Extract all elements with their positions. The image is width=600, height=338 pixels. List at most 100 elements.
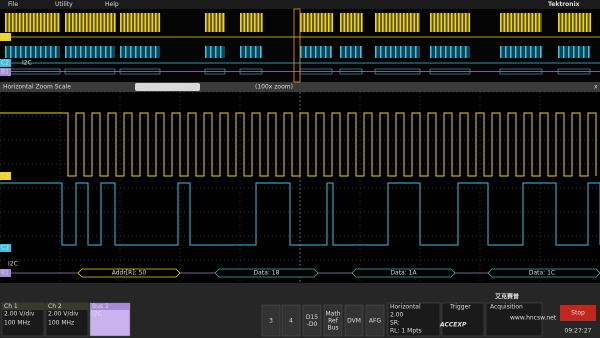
overview-ch2-edge [215, 46, 217, 58]
overview-ch2-edge [350, 46, 352, 58]
overview-ch1-edge [141, 13, 143, 32]
zoom-scale[interactable]: 20.0 µs/div [151, 84, 185, 91]
overview-ch1-edge [19, 13, 21, 32]
overview-ch1-edge [240, 13, 242, 32]
overview-ch2-edge [320, 46, 322, 58]
overview-ch2-edge [95, 46, 97, 58]
bus-packet [214, 268, 319, 278]
overview-ch2-edge [445, 46, 447, 58]
overview-ch2-edge [568, 46, 570, 58]
overview-ch1-edge [107, 13, 109, 32]
button-label: DVM [347, 318, 361, 325]
overview-ch1 [205, 13, 225, 32]
overview-ch1-edge [589, 13, 592, 32]
overview-ch2-edge [440, 46, 442, 58]
overview-ch2-edge [460, 46, 462, 58]
overview-ch1-edge [50, 13, 53, 32]
overview-ch1-edge [357, 13, 360, 32]
overview-ch1-edge [243, 13, 246, 32]
overview-ch1-edge [47, 13, 49, 32]
overview-ch2-edge [25, 46, 27, 58]
overview-ch1-edge [148, 13, 150, 32]
overview-ch1-edge [528, 13, 530, 32]
trigger-badge[interactable] [441, 302, 485, 337]
overview-ch1-edge [43, 13, 46, 32]
zoom-marker [293, 8, 301, 83]
overview-ch1-edge [247, 13, 249, 32]
overview-ch1-edge [321, 13, 323, 32]
overview-ch1-edge [15, 13, 18, 32]
overview-ch1-edge [75, 13, 78, 32]
overview-ch1-edge [417, 13, 419, 32]
overview-ch1-edge [261, 13, 263, 32]
scale-box[interactable] [135, 83, 200, 91]
overview-ch1-edge [300, 13, 302, 32]
overview-ch2-edge [563, 46, 565, 58]
overview-ch2-edge [65, 46, 67, 58]
overview-ch1-edge [586, 13, 588, 32]
horizontal-line: RL: 1 Mpts [390, 328, 422, 335]
button-label: Math [325, 311, 340, 318]
clock: 09:27:27 [565, 328, 592, 335]
menu-item[interactable]: Help [105, 1, 119, 8]
zoom-title: Horizontal Zoom Scale [3, 84, 71, 91]
overview-ch1-edge [538, 13, 541, 32]
channel-button[interactable] [261, 304, 281, 337]
overview-ch1-edge [568, 13, 571, 32]
horizontal-line: 2.00 [390, 312, 404, 319]
overview-ch1-edge [331, 13, 334, 32]
overview-ch1-edge [451, 13, 453, 32]
overview-ch1-edge [127, 13, 129, 32]
overview-ch2-edge [520, 46, 522, 58]
channel-tag-label: C2 [1, 60, 9, 67]
channel-button[interactable] [281, 304, 301, 337]
overview-ch2-edge [85, 46, 87, 58]
overview-ch1-edge [514, 13, 516, 32]
overview-ch2-edge [390, 46, 392, 58]
overview-ch2-edge [450, 46, 452, 58]
horizontal-badge[interactable] [387, 302, 441, 337]
stop-label[interactable]: Stop [571, 310, 585, 317]
button-label: Bus [327, 325, 338, 332]
overview-ch2-edge [500, 46, 502, 58]
badge-title: Ch 1 [4, 303, 18, 310]
overview-ch1-edge [350, 13, 353, 32]
overview-ch2-edge [578, 46, 580, 58]
overview-ch2-edge [380, 46, 382, 58]
overview-ch1-edge [389, 13, 391, 32]
menu-item[interactable]: Utility [55, 1, 73, 8]
overview-ch1-edge [314, 13, 316, 32]
overview-ch1-edge [96, 13, 99, 32]
channel-button[interactable] [323, 304, 343, 337]
acq-badge[interactable] [485, 302, 543, 337]
channel-button[interactable] [302, 304, 322, 337]
close-button[interactable]: x [594, 84, 598, 91]
overview-ch1-edge [500, 13, 502, 32]
overview-ch1-edge [406, 13, 409, 32]
overview-ch1-edge [40, 13, 42, 32]
overview-ch1-edge [158, 13, 161, 32]
channel-button[interactable] [365, 304, 385, 337]
overview-ch1-edge [89, 13, 92, 32]
overview-ch1-edge [531, 13, 534, 32]
overview-ch2-edge [70, 46, 72, 58]
overview-ch1-edge [250, 13, 253, 32]
overview-ch1-edge [565, 13, 567, 32]
stop-button[interactable] [560, 305, 596, 321]
overview-ch1-edge [458, 13, 460, 32]
bus-label: I2C [8, 261, 18, 268]
channel-tag-label: C1 [1, 173, 9, 180]
overview-ch1-edge [5, 13, 7, 32]
channel-tag [0, 172, 11, 180]
overview-ch1-edge [257, 13, 260, 32]
overview-ch2-edge [150, 46, 152, 58]
overview-ch2-edge [125, 46, 127, 58]
menu-item[interactable]: File [8, 1, 18, 8]
overview-ch2-edge [40, 46, 42, 58]
overview-ch1-edge [465, 13, 467, 32]
horizontal-title: Horizontal [390, 304, 421, 311]
channel-button[interactable] [344, 304, 364, 337]
overview-ch1-edge [8, 13, 11, 32]
overview-ch1-edge [410, 13, 412, 32]
